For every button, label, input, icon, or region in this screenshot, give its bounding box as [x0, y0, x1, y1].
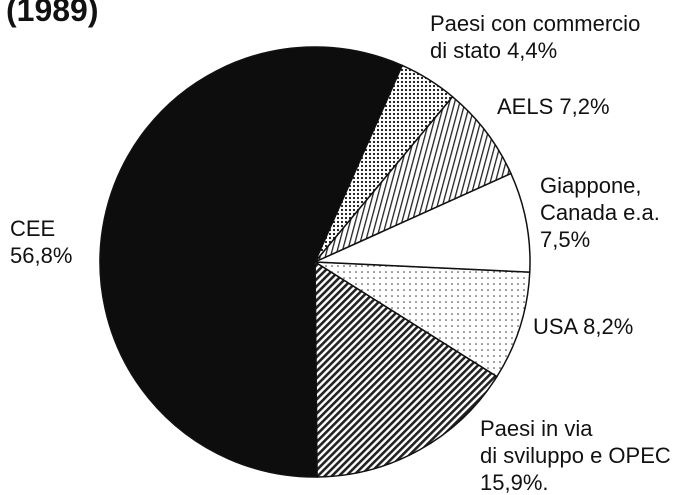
value-label: 56,8% [10, 243, 73, 268]
slice-label: USA 8,2% [533, 313, 633, 340]
category-label: USA [533, 314, 578, 339]
category-label: CEE [10, 216, 56, 241]
slice-label: AELS 7,2% [497, 93, 610, 120]
chart-title: (1989) [6, 0, 99, 28]
pie-slice [312, 261, 531, 378]
pie-slice [99, 46, 404, 478]
category-label: Giappone, Canada e.a. [540, 173, 660, 225]
value-label: 15,9%. [480, 470, 549, 495]
value-label: 4,4% [507, 38, 558, 63]
slice-label: CEE 56,8% [10, 215, 72, 269]
slice-label: Giappone, Canada e.a. 7,5% [540, 172, 660, 253]
slice-label: Paesi con commercio di stato 4,4% [430, 10, 640, 64]
category-label: Paesi con commercio di stato [430, 11, 641, 63]
category-label: Paesi in via di sviluppo e OPEC [480, 416, 671, 468]
pie-slice [314, 172, 531, 273]
category-label: AELS [497, 94, 554, 119]
value-label: 7,5% [540, 227, 591, 252]
pie-slice [314, 260, 498, 478]
value-label: 7,2% [559, 94, 610, 119]
slice-label: Paesi in via di sviluppo e OPEC 15,9%. [480, 415, 671, 495]
value-label: 8,2% [583, 314, 634, 339]
